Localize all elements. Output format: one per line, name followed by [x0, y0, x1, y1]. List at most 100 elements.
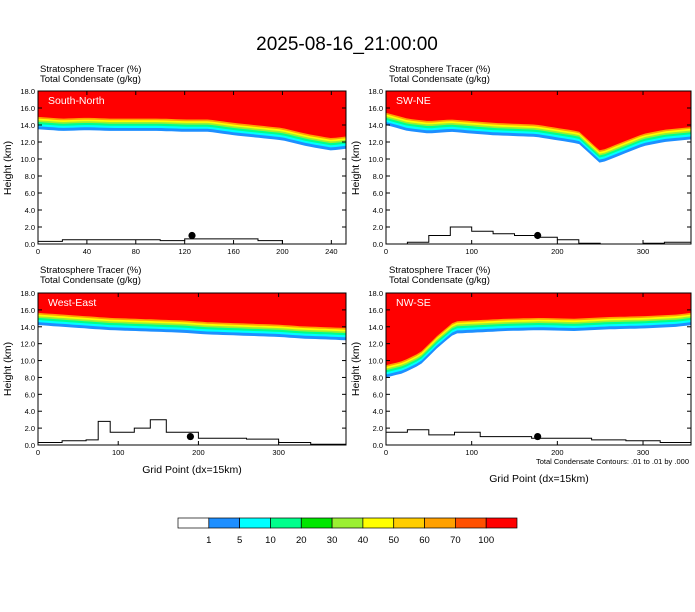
- colorbar-box: [300, 517, 333, 529]
- colorbar-label: 50: [388, 535, 399, 546]
- colorbar-box: [331, 517, 364, 529]
- y-tick-label: 12.0: [20, 340, 35, 349]
- panel-header-line1: Stratosphere Tracer (%): [40, 64, 141, 75]
- x-tick-label: 100: [465, 448, 478, 457]
- plot-frame: [385, 292, 692, 446]
- x-tick-label: 100: [112, 448, 125, 457]
- panel-header-line1: Stratosphere Tracer (%): [389, 265, 490, 276]
- colorbar-box: [362, 517, 395, 529]
- terrain-line: [38, 419, 346, 445]
- terrain-line: [386, 429, 691, 444]
- y-tick-label: 10.0: [368, 155, 383, 164]
- y-tick-label: 4.0: [373, 206, 383, 215]
- location-marker: [534, 432, 542, 441]
- y-tick-label: 6.0: [373, 189, 383, 198]
- x-tick-label: 80: [132, 247, 140, 256]
- y-tick-label: 10.0: [368, 357, 383, 366]
- y-tick-label: 16.0: [368, 306, 383, 315]
- y-tick-label: 18.0: [20, 289, 35, 298]
- x-tick-label: 0: [384, 247, 388, 256]
- panel-header-line2: Total Condensate (g/kg): [389, 74, 490, 85]
- colorbar-label: 30: [327, 535, 338, 546]
- colorbar-label: 20: [296, 535, 307, 546]
- plot-area-nw-se: 0.0 2.0 4.0 6.0 8.0 10.0 12.0 14.0 16.0 18.0 0 100 2…: [368, 289, 692, 457]
- x-tick-label: 200: [192, 448, 205, 457]
- plot-content: [38, 91, 346, 244]
- plot-area-sw-ne: 0.0 2.0 4.0 6.0 8.0 10.0 12.0 14.0 16.0 18.0 0 100 2…: [368, 87, 692, 256]
- plot-frame: [37, 292, 347, 446]
- x-tick-label: 200: [551, 247, 564, 256]
- tracer-band-6: [38, 91, 346, 138]
- y-tick-label: 14.0: [368, 121, 383, 130]
- x-axis-label: Grid Point (dx=15km): [142, 464, 242, 476]
- panel-header-line2: Total Condensate (g/kg): [40, 275, 141, 286]
- y-tick-label: 0.0: [373, 240, 383, 249]
- tracer-band-6: [386, 91, 691, 151]
- y-tick-label: 4.0: [25, 206, 35, 215]
- colorbar-box: [424, 517, 456, 529]
- y-tick-label: 18.0: [20, 87, 35, 96]
- panel-nw-se: Stratosphere Tracer (%) Total Condensate…: [350, 265, 692, 485]
- y-tick-label: 18.0: [368, 87, 383, 96]
- x-tick-label: 100: [465, 247, 478, 256]
- panel-label: SW-NE: [396, 95, 431, 107]
- y-tick-label: 0.0: [25, 240, 35, 249]
- contour-note: Total Condensate Contours: .01 to .01 by…: [536, 457, 689, 466]
- y-tick-label: 6.0: [25, 390, 35, 399]
- y-tick-label: 16.0: [20, 104, 35, 113]
- y-axis-label: Height (km): [350, 342, 362, 396]
- y-tick-label: 6.0: [373, 390, 383, 399]
- y-tick-label: 8.0: [373, 373, 383, 382]
- colorbar-box: [239, 517, 271, 529]
- panel-sw-ne: Stratosphere Tracer (%) Total Condensate…: [350, 64, 692, 256]
- colorbar-box: [393, 517, 425, 529]
- y-tick-label: 0.0: [25, 441, 35, 450]
- panel-label: NW-SE: [396, 297, 431, 309]
- location-marker: [186, 432, 194, 441]
- plot-area-south-north: 0.0 2.0 4.0 6.0 8.0 10.0 12.0 14.0 16.0 18.0 0 40 80…: [20, 87, 347, 256]
- y-tick-label: 14.0: [20, 323, 35, 332]
- y-tick-label: 14.0: [20, 121, 35, 130]
- y-tick-label: 4.0: [373, 407, 383, 416]
- x-tick-label: 200: [551, 448, 564, 457]
- x-tick-label: 300: [637, 247, 650, 256]
- panel-label: West-East: [48, 297, 96, 309]
- colorbar-label: 60: [419, 535, 430, 546]
- colorbar-box: [455, 517, 487, 529]
- panel-west-east: Stratosphere Tracer (%) Total Condensate…: [2, 265, 347, 476]
- colorbar-box: [485, 517, 518, 529]
- x-axis-label: Grid Point (dx=15km): [489, 473, 589, 485]
- y-tick-label: 10.0: [20, 155, 35, 164]
- plot-content: [38, 293, 346, 445]
- y-axis-label: Height (km): [350, 141, 362, 195]
- y-tick-label: 18.0: [368, 289, 383, 298]
- plot-content: [386, 293, 691, 444]
- y-tick-label: 2.0: [373, 223, 383, 232]
- tracer-band-6: [386, 293, 691, 366]
- y-tick-label: 14.0: [368, 323, 383, 332]
- colorbar-label: 40: [358, 535, 369, 546]
- x-tick-label: 160: [227, 247, 240, 256]
- figure-title: 2025-08-16_21:00:00: [256, 34, 438, 55]
- panel-south-north: Stratosphere Tracer (%) Total Condensate…: [2, 64, 347, 256]
- x-tick-label: 200: [276, 247, 289, 256]
- y-tick-label: 0.0: [373, 441, 383, 450]
- x-tick-label: 0: [384, 448, 388, 457]
- y-tick-label: 8.0: [25, 373, 35, 382]
- y-tick-label: 12.0: [368, 340, 383, 349]
- colorbar-box: [177, 517, 210, 529]
- y-tick-label: 4.0: [25, 407, 35, 416]
- y-tick-label: 12.0: [20, 138, 35, 147]
- y-tick-label: 12.0: [368, 138, 383, 147]
- plot-content: [386, 91, 691, 244]
- plot-frame: [37, 90, 347, 245]
- colorbar-label: 70: [450, 535, 461, 546]
- panel-label: South-North: [48, 95, 105, 107]
- x-tick-label: 240: [325, 247, 338, 256]
- y-tick-label: 2.0: [373, 424, 383, 433]
- plot-frame: [385, 90, 692, 245]
- y-tick-label: 2.0: [25, 424, 35, 433]
- y-tick-label: 2.0: [25, 223, 35, 232]
- colorbar-label: 5: [237, 535, 242, 546]
